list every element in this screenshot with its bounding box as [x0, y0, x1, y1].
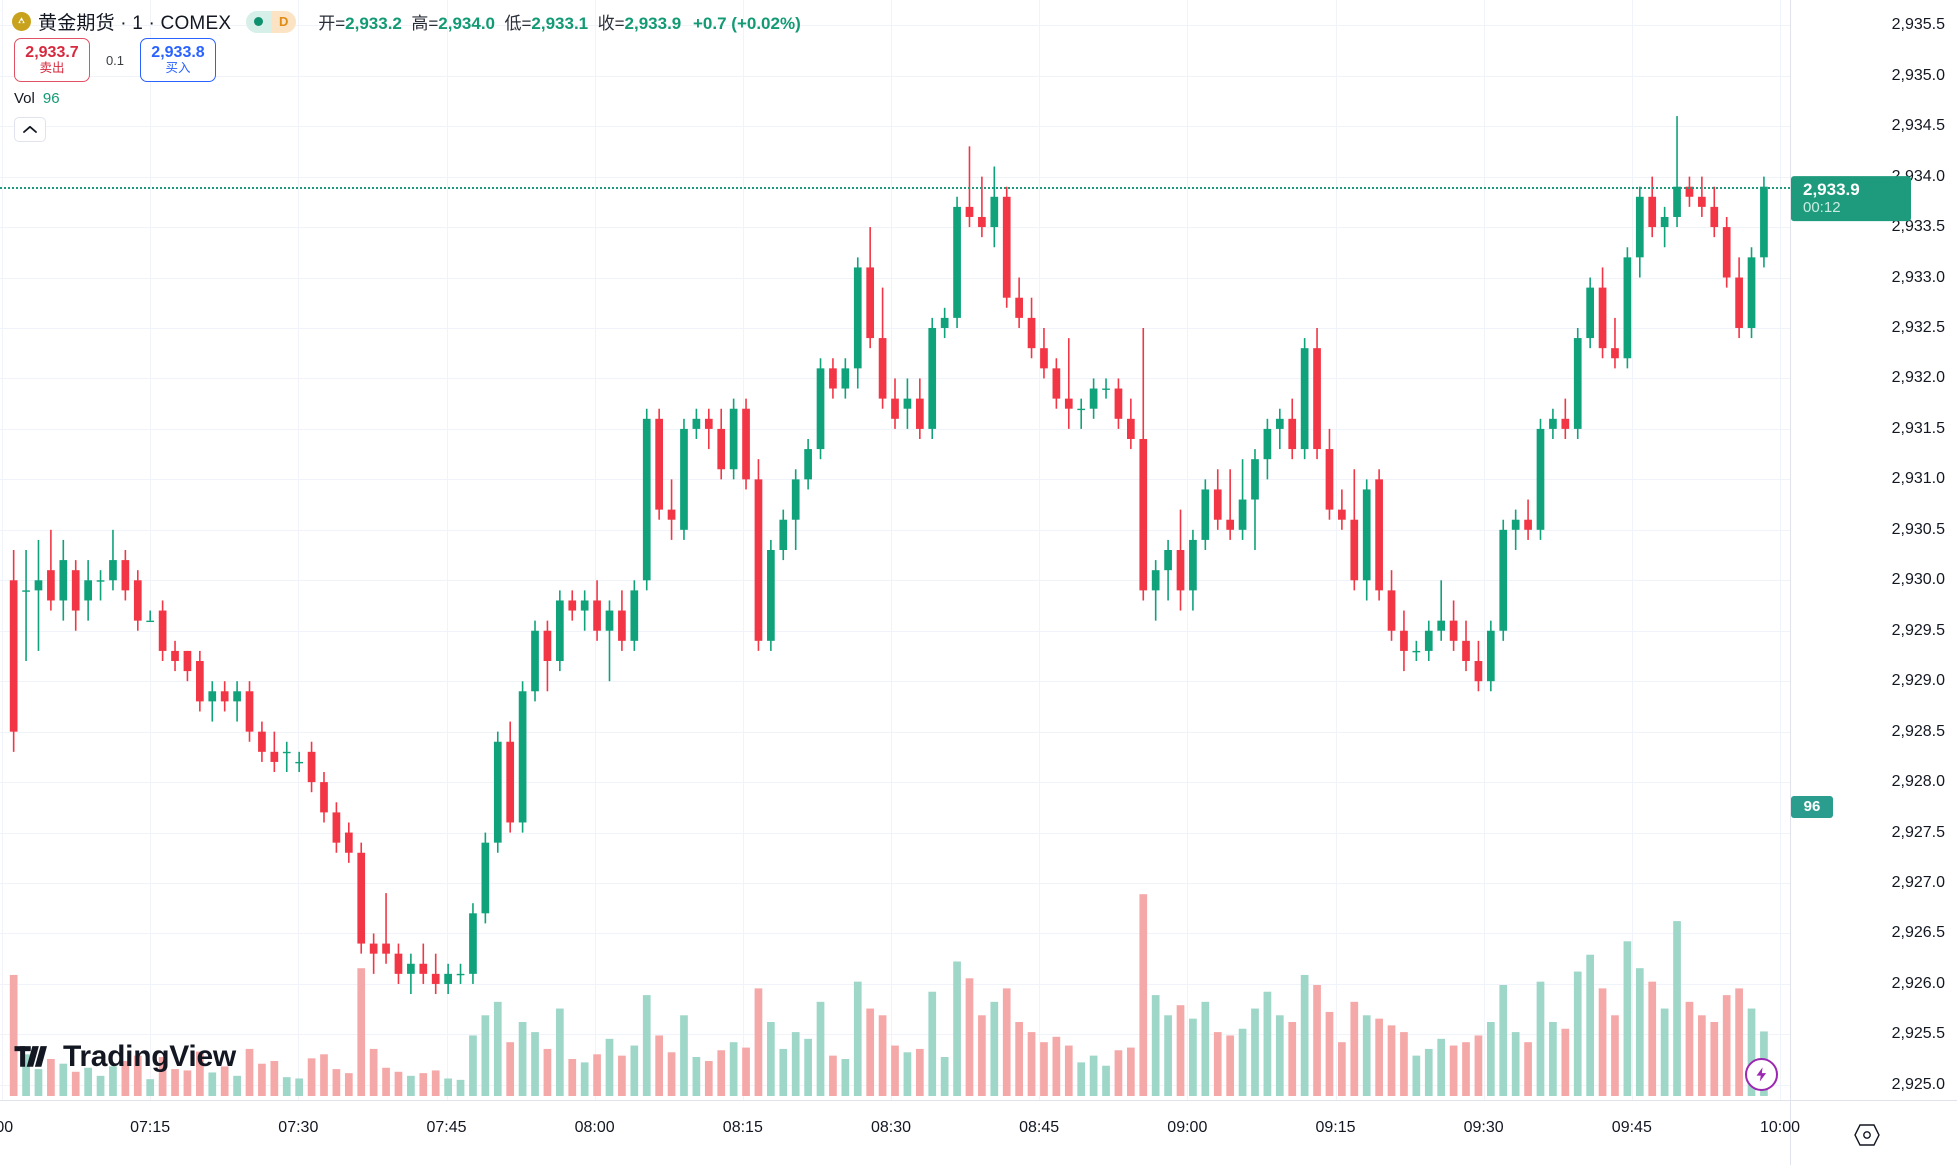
market-status-dot-icon [246, 10, 272, 33]
high-value: 2,934.0 [438, 14, 496, 33]
buy-label: 买入 [165, 60, 191, 75]
time-axis-tick: 07:45 [426, 1119, 467, 1136]
ohlc-values: 开=2,933.2 高=2,934.0 低=2,933.1 收=2,933.9 … [318, 9, 801, 34]
price-axis-tick: 2,932.5 [1891, 318, 1945, 336]
price-axis-tick: 2,929.5 [1891, 621, 1945, 639]
price-axis-tick: 2,933.0 [1891, 268, 1945, 286]
current-price-value: 2,933.9 [1803, 179, 1860, 199]
price-axis-tick: 2,928.5 [1891, 722, 1945, 740]
price-axis-tick: 2,930.0 [1891, 571, 1945, 589]
sell-button[interactable]: 2,933.7 卖出 [14, 38, 90, 82]
time-axis-tick: 08:30 [870, 1119, 912, 1136]
chart-legend: 黄金期货 · 1 · COMEX D 开=2,933.2 高=2,934.0 低… [12, 8, 801, 35]
low-label: 低= [504, 14, 532, 33]
collapse-pane-button[interactable] [14, 117, 46, 142]
price-axis-tick: 2,933.5 [1891, 218, 1945, 236]
price-axis-tick: 2,926.5 [1891, 924, 1945, 942]
low-value: 2,933.1 [531, 14, 589, 33]
time-axis-tick: 10:00 [1759, 1119, 1801, 1136]
volume-legend[interactable]: Vol 96 [14, 90, 60, 107]
time-axis-tick: 09:15 [1315, 1119, 1356, 1136]
volume-value: 96 [42, 90, 60, 107]
time-axis-tick: 08:15 [722, 1119, 763, 1136]
price-axis-tick: 2,932.0 [1891, 369, 1945, 387]
time-axis-tick: 08:00 [574, 1119, 615, 1136]
price-axis-tick: 2,925.0 [1891, 1075, 1945, 1093]
time-axis[interactable]: :00 07:15 07:30 07:45 08:00 08:15 08:30 08:45 09… [0, 1100, 1957, 1165]
close-value: 2,933.9 [624, 14, 682, 33]
bar-countdown: 00:12 [1803, 199, 1841, 217]
sell-label: 卖出 [39, 60, 65, 75]
price-axis-tick: 2,927.5 [1891, 823, 1945, 841]
chart-settings-icon[interactable] [1852, 1122, 1882, 1148]
price-axis-tick: 2,928.0 [1891, 773, 1945, 791]
price-axis-tick: 2,931.5 [1891, 419, 1945, 437]
price-axis-tick: 2,925.5 [1891, 1025, 1945, 1043]
time-axis-tick: 09:45 [1611, 1119, 1652, 1136]
high-label: 高= [411, 14, 439, 33]
time-axis-tick: 07:30 [278, 1119, 319, 1136]
axis-divider [1790, 1101, 1791, 1165]
time-axis-tick: 09:00 [1167, 1119, 1208, 1136]
price-axis-tick: 2,930.5 [1891, 520, 1945, 538]
candlestick-series [9, 116, 1768, 1096]
volume-label: Vol [14, 90, 35, 107]
current-price-badge[interactable]: 2,933.9 00:12 [1791, 175, 1911, 222]
spread-value: 0.1 [105, 52, 125, 68]
time-axis-tick: :00 [0, 1119, 14, 1136]
interval-badge[interactable]: D [246, 10, 297, 33]
price-axis-tick: 2,927.0 [1891, 874, 1945, 892]
price-axis-tick: 2,926.0 [1891, 974, 1945, 992]
open-value: 2,933.2 [345, 14, 402, 33]
price-axis-tick: 2,931.0 [1891, 470, 1945, 488]
gold-logo-icon [12, 12, 31, 31]
lightning-bolt-icon[interactable] [1745, 1058, 1778, 1091]
legend-row: 黄金期货 · 1 · COMEX D 开=2,933.2 高=2,934.0 低… [12, 8, 801, 35]
volume-axis-badge[interactable]: 96 [1791, 796, 1833, 818]
sell-price: 2,933.7 [25, 44, 79, 62]
buy-price: 2,933.8 [151, 44, 205, 62]
symbol-title[interactable]: 黄金期货 · 1 · COMEX [38, 13, 232, 34]
current-price-line [0, 186, 1790, 189]
time-axis-tick: 07:15 [130, 1119, 171, 1136]
open-label: 开= [318, 14, 346, 33]
interval-letter: D [271, 10, 297, 33]
quote-buttons: 2,933.7 卖出 0.1 2,933.8 买入 [14, 38, 216, 82]
time-axis-tick: 09:30 [1463, 1119, 1504, 1136]
change-value: +0.7 (+0.02%) [693, 14, 801, 33]
buy-button[interactable]: 2,933.8 买入 [140, 38, 216, 82]
price-axis-tick: 2,929.0 [1891, 672, 1945, 690]
close-label: 收= [597, 14, 625, 33]
price-axis-tick: 2,935.0 [1891, 66, 1945, 84]
price-axis-tick: 2,934.5 [1891, 117, 1945, 135]
price-axis-tick: 2,935.5 [1891, 16, 1945, 34]
time-axis-tick: 08:45 [1019, 1119, 1060, 1136]
chevron-up-icon [23, 125, 37, 133]
price-pane[interactable] [0, 0, 1790, 1100]
price-axis[interactable]: 2,935.5 2,935.0 2,934.5 2,934.0 2,933.5 2,933… [1790, 0, 1957, 1100]
